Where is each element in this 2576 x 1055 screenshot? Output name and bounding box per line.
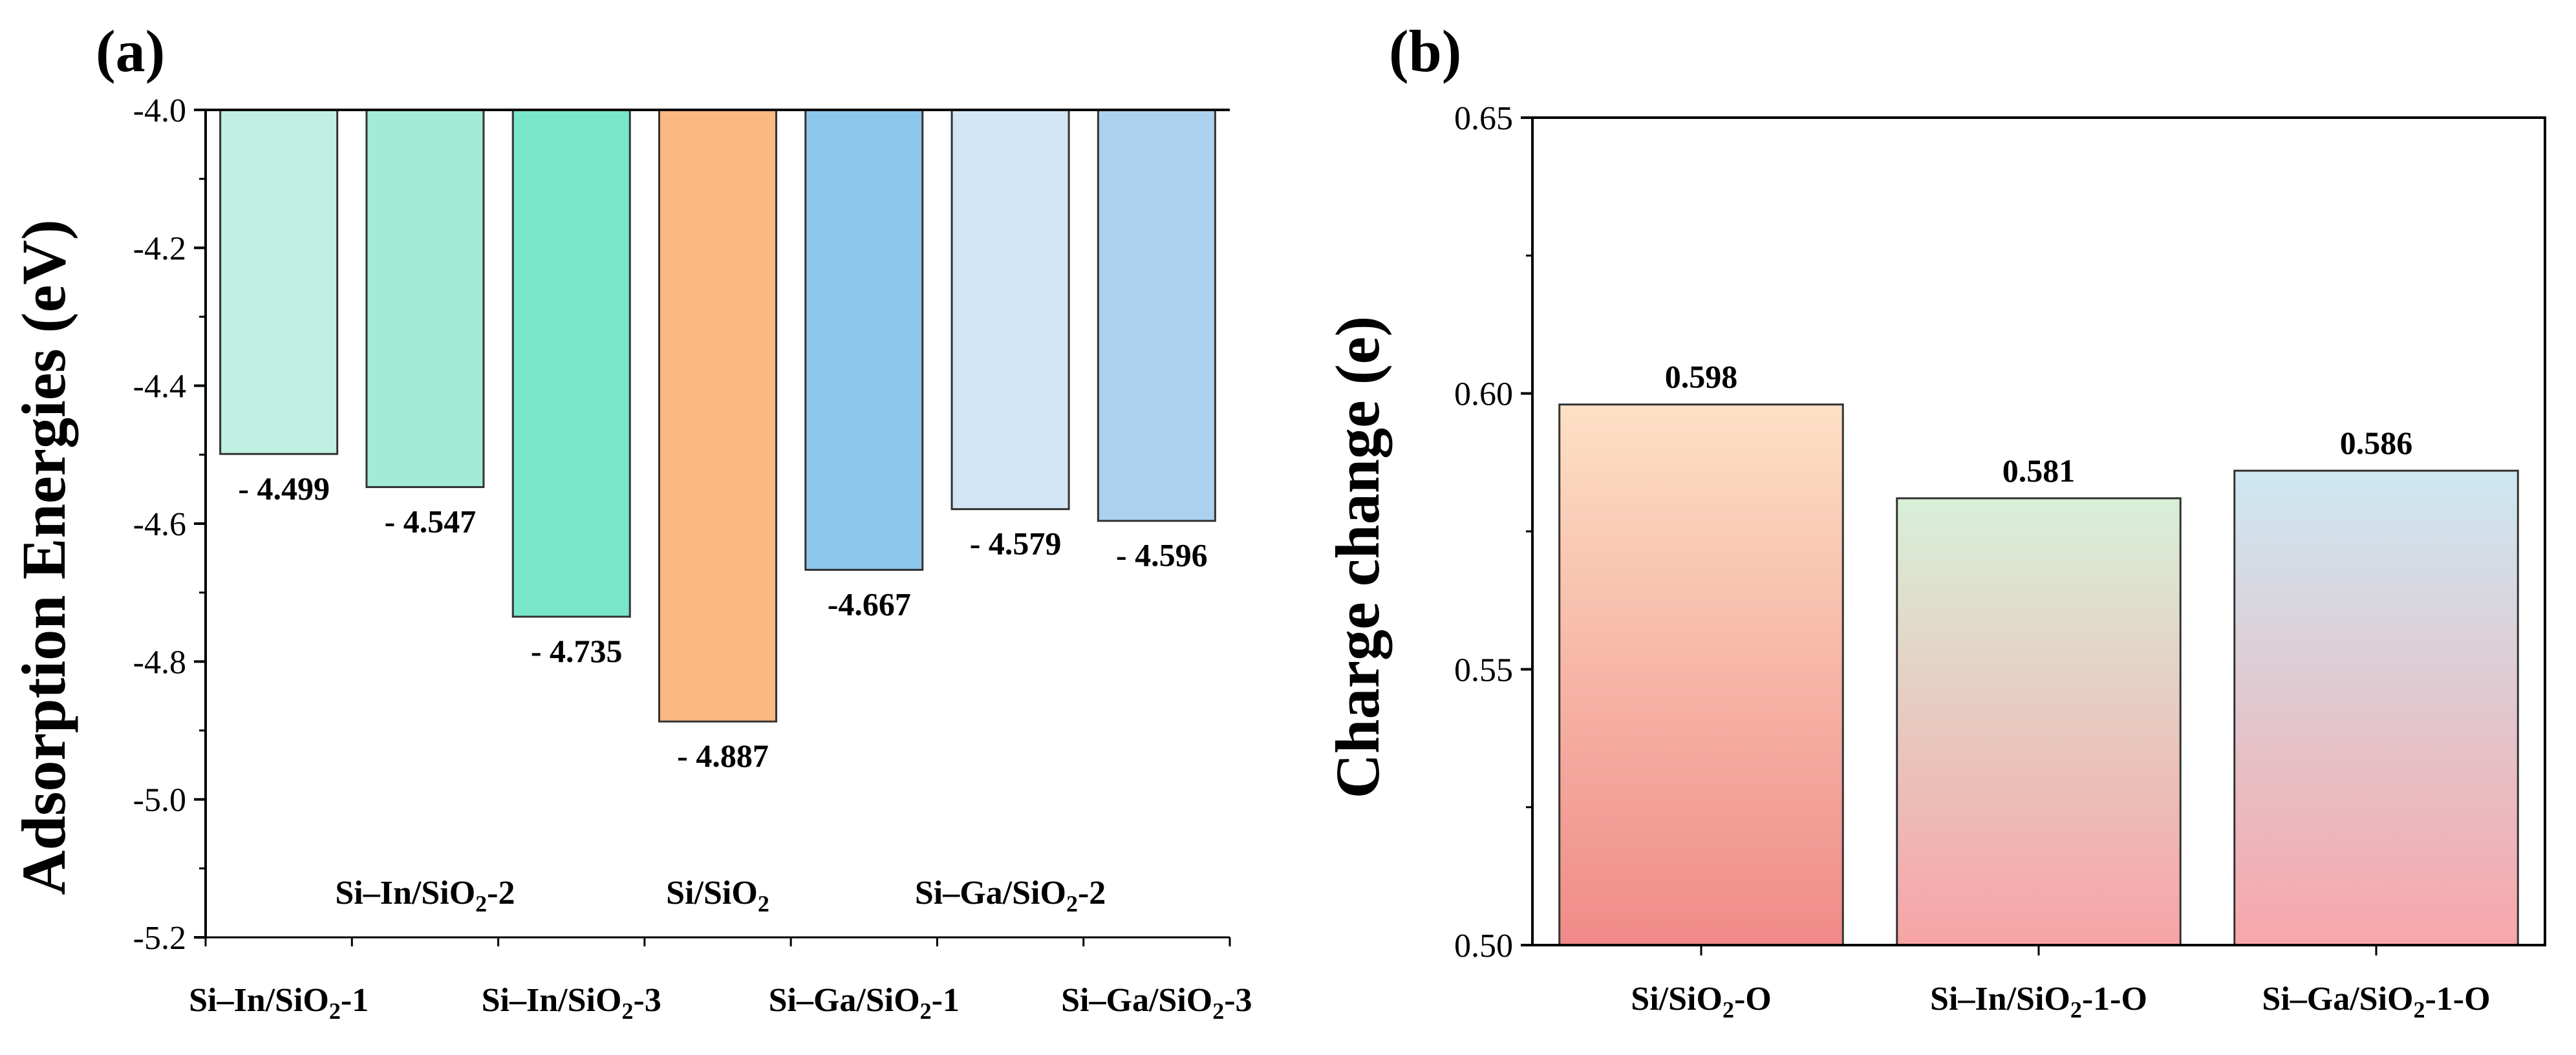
- panel-a-data-label-6: - 4.579: [970, 526, 1062, 562]
- panel-b-data-label-2: 0.581: [2002, 453, 2076, 489]
- panel-b-data-label-1: 0.598: [1665, 359, 1738, 395]
- panel-a-bar-1: [219, 109, 339, 455]
- panel-a-y-tick-label-5: -4.8: [133, 644, 186, 681]
- panel-b-data-label-3: 0.586: [2340, 425, 2413, 461]
- panel-b-bar-1: [1558, 403, 1844, 946]
- panel-b-y-axis-title: Charge change (e): [1323, 316, 1392, 798]
- panel-a-bar-2: [365, 109, 485, 488]
- panel-a-category-label-3: Si–In/SiO2-3: [482, 982, 661, 1024]
- panel-a-bar-4: [658, 109, 778, 723]
- panel-a-y-tick-label-7: -5.2: [133, 920, 186, 957]
- panel-a-y-axis-title: Adsorption Energies (eV): [9, 219, 78, 895]
- panel-a-y-tick-label-1: -4.0: [133, 92, 186, 129]
- panel-b-category-label-3: Si–Ga/SiO2-1-O: [2262, 981, 2490, 1023]
- panel-a-category-label-1: Si–In/SiO2-1: [189, 982, 369, 1024]
- panel-a-data-label-1: - 4.499: [238, 470, 330, 506]
- panel-a-category-label-4: Si/SiO2: [666, 875, 769, 917]
- panel-a-data-label-4: - 4.887: [677, 738, 769, 774]
- panel-a-data-label-2: - 4.547: [385, 503, 477, 539]
- panel-b-bar-3: [2233, 469, 2519, 946]
- panel-a-y-tick-label-6: -5.0: [133, 782, 186, 819]
- panel-b-y-tick-label-1: 0.50: [1454, 928, 1513, 964]
- panel-a-data-label-7: - 4.596: [1116, 537, 1208, 573]
- panel-a-category-label-7: Si–Ga/SiO2-3: [1061, 982, 1252, 1024]
- panel-b-chart: (b) Charge change (e) 0.50 0.55 0.60 0.65 0…: [1323, 18, 2546, 1023]
- panel-a-chart: (a) Adsorption Energies (eV) -4.0 -4.2 -4.…: [9, 18, 1252, 1024]
- panel-b-y-tick-label-4: 0.65: [1454, 100, 1513, 137]
- panel-a-label: (a): [96, 18, 165, 84]
- panel-b-label: (b): [1389, 18, 1461, 84]
- panel-b-y-tick-label-2: 0.55: [1454, 652, 1513, 688]
- panel-a-bar-5: [804, 109, 924, 571]
- panel-a-bar-7: [1097, 109, 1216, 522]
- panel-a-bar-3: [511, 109, 631, 618]
- panel-a-category-label-6: Si–Ga/SiO2-2: [915, 875, 1106, 917]
- panel-a-y-tick-label-4: -4.6: [133, 506, 186, 543]
- panel-a-y-tick-label-2: -4.2: [133, 230, 186, 267]
- panel-a-category-label-5: Si–Ga/SiO2-1: [769, 982, 960, 1024]
- panel-b-y-tick-label-3: 0.60: [1454, 376, 1513, 413]
- panel-a-data-label-5: -4.667: [828, 586, 911, 622]
- panel-b-category-label-1: Si/SiO2-O: [1631, 981, 1771, 1023]
- panel-a-data-label-3: - 4.735: [531, 633, 623, 669]
- panel-b-bar-2: [1896, 497, 2182, 946]
- panel-a-category-label-2: Si–In/SiO2-2: [335, 875, 515, 917]
- panel-a-y-tick-label-3: -4.4: [133, 368, 186, 405]
- panel-a-bar-6: [950, 109, 1070, 511]
- panel-b-category-label-2: Si–In/SiO2-1-O: [1930, 981, 2147, 1023]
